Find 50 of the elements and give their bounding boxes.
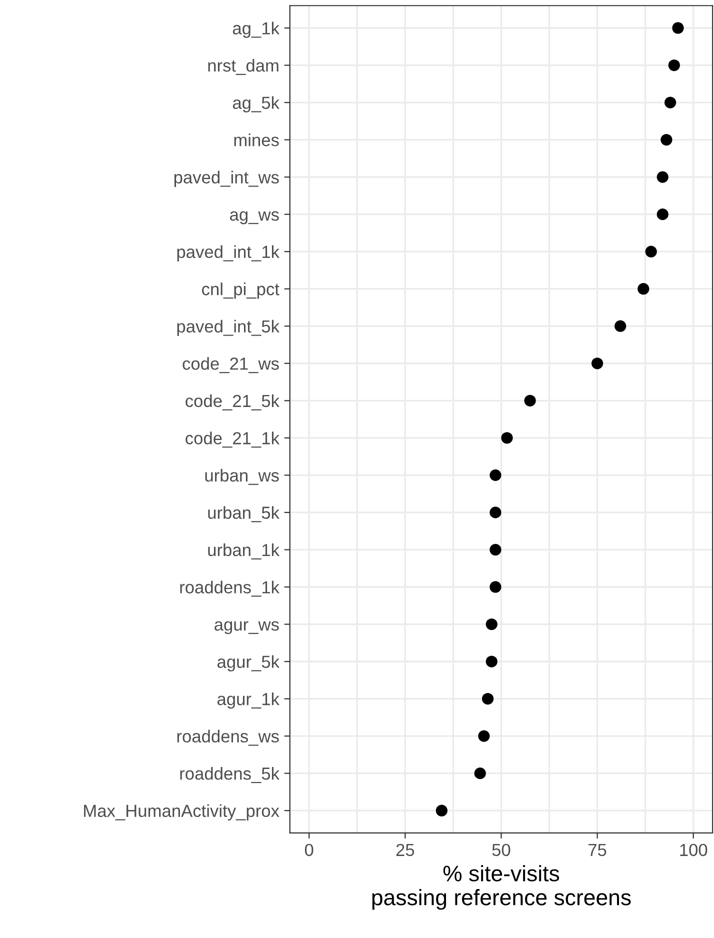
- y-tick-label: nrst_dam: [208, 58, 278, 75]
- point: [436, 804, 448, 816]
- point: [486, 618, 498, 630]
- y-tick-label: ag_1k: [232, 22, 280, 38]
- point: [490, 544, 502, 556]
- y-tick-label: roaddens_1k: [180, 580, 280, 597]
- point: [474, 768, 486, 780]
- point: [486, 656, 498, 668]
- x-tick-label: 100: [680, 844, 708, 856]
- x-tick-label: 25: [396, 844, 414, 856]
- y-tick-label: ag_ws: [230, 211, 279, 224]
- x-axis-title: % site-visits passing reference screens: [372, 865, 631, 910]
- y-tick-label: paved_int_ws: [174, 170, 279, 187]
- point: [645, 246, 657, 258]
- y-tick-label: code_21_ws: [182, 357, 279, 374]
- point: [638, 283, 650, 295]
- x-tick-label: 50: [492, 844, 510, 856]
- y-tick-label: paved_int_1k: [177, 245, 280, 262]
- point: [660, 134, 672, 146]
- y-tick-label: paved_int_5k: [177, 320, 280, 336]
- y-tick-label: urban_1k: [208, 543, 280, 560]
- point: [478, 730, 490, 742]
- point: [614, 320, 626, 332]
- y-tick-label: agur_1k: [217, 692, 280, 709]
- point: [524, 394, 536, 406]
- point: [490, 581, 502, 593]
- point: [591, 358, 604, 370]
- point: [490, 469, 502, 481]
- point: [668, 59, 680, 72]
- y-tick-label: ag_5k: [232, 96, 280, 112]
- y-tick-label: agur_5k: [217, 655, 280, 672]
- point: [490, 506, 502, 518]
- y-tick-label: roaddens_ws: [177, 730, 279, 746]
- point: [482, 692, 494, 705]
- y-tick-label: code_21_5k: [186, 394, 280, 410]
- y-tick-label: Max_HumanActivity_prox: [84, 804, 280, 820]
- y-tick-label: cnl_pi_pct: [202, 282, 280, 299]
- y-tick-label: urban_5k: [208, 506, 280, 522]
- y-tick-label: agur_ws: [214, 621, 279, 634]
- y-tick-label: mines: [234, 133, 279, 146]
- x-tick-label: 0: [304, 844, 314, 856]
- x-tick-label: 75: [588, 844, 606, 856]
- point: [672, 22, 684, 34]
- point: [656, 208, 668, 220]
- y-tick-label: roaddens_5k: [180, 767, 280, 784]
- y-tick-label: urban_ws: [205, 468, 279, 485]
- point: [501, 432, 513, 444]
- point: [656, 171, 668, 183]
- y-tick-label: code_21_1k: [186, 432, 280, 448]
- point: [664, 96, 676, 108]
